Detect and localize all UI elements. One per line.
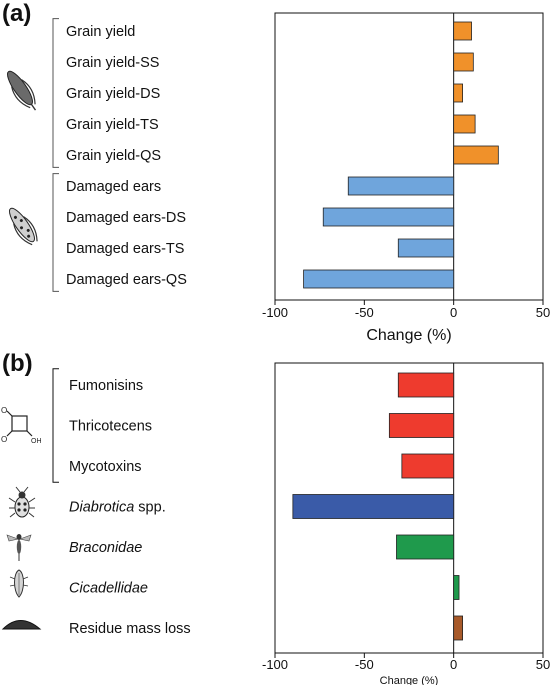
svg-text:O: O [1, 435, 7, 444]
category-label: Braconidae [69, 540, 142, 556]
bar-a-2 [453, 83, 463, 103]
category-label: Fumonisins [69, 378, 143, 394]
plot-frame-b [274, 362, 544, 654]
category-label: Grain yield-SS [66, 55, 159, 71]
residue-pile-icon [1, 620, 42, 630]
category-label: Diabrotica spp. [69, 500, 166, 516]
category-label: Cicadellidae [69, 581, 148, 597]
bar-b-2 [401, 453, 455, 479]
panel-label-b: (b) [2, 350, 33, 377]
bar-b-6 [453, 615, 463, 641]
svg-text:O: O [1, 406, 7, 415]
bar-a-0 [453, 21, 472, 41]
bar-a-3 [453, 114, 476, 134]
leafhopper-icon [9, 569, 29, 598]
x-tick-label: -50 [355, 305, 374, 320]
category-label: Grain yield-DS [66, 86, 160, 102]
bar-b-0 [397, 372, 455, 398]
svg-text:OH: OH [31, 438, 42, 445]
chart-panel-a: Grain yield Grain yield-SS Grain yield-DS G… [52, 12, 550, 344]
group-bracket [52, 368, 59, 483]
panel-label-a: (a) [2, 0, 32, 27]
x-tick-label: -100 [262, 657, 288, 672]
x-tick-label: 0 [450, 657, 457, 672]
group-bracket [52, 18, 59, 168]
category-label: Grain yield-TS [66, 117, 159, 133]
x-tick-label: 50 [536, 305, 550, 320]
category-label: Thricotecens [69, 419, 152, 435]
cyclobutene-molecule-icon: O O OH [1, 406, 42, 445]
beetle-icon [8, 486, 36, 518]
category-label: Damaged ears [66, 179, 161, 195]
category-label: Grain yield-QS [66, 148, 161, 164]
x-tick-label: -50 [355, 657, 374, 672]
bar-b-4 [396, 534, 455, 560]
bar-a-8 [303, 269, 455, 289]
damaged-ear-icon [9, 207, 38, 246]
category-label: Damaged ears-QS [66, 272, 187, 288]
x-tick-label: 50 [536, 657, 550, 672]
bar-a-6 [322, 207, 455, 227]
chart-panel-b: Fumonisins Thricotecens Mycotoxins Diabroti… [52, 362, 550, 685]
bar-a-5 [347, 176, 455, 196]
category-label: Damaged ears-DS [66, 210, 186, 226]
bar-b-3 [292, 494, 455, 519]
x-axis-label-a: Change (%) [366, 327, 451, 344]
x-axis-label-b: Change (%) [380, 675, 439, 685]
group-bracket [52, 173, 59, 292]
x-tick-label: 0 [450, 305, 457, 320]
category-label: Damaged ears-TS [66, 241, 184, 257]
maize-ear-icon [7, 70, 37, 111]
bar-a-7 [397, 238, 455, 258]
category-label: Grain yield [66, 24, 135, 40]
wasp-icon [6, 534, 32, 561]
x-tick-label: -100 [262, 305, 288, 320]
category-label: Residue mass loss [69, 621, 191, 637]
category-label: Mycotoxins [69, 459, 142, 475]
plot-frame-a [274, 12, 544, 301]
bar-b-1 [388, 413, 455, 438]
bar-b-5 [453, 575, 460, 600]
bar-a-1 [453, 52, 474, 72]
bar-a-4 [453, 145, 499, 165]
